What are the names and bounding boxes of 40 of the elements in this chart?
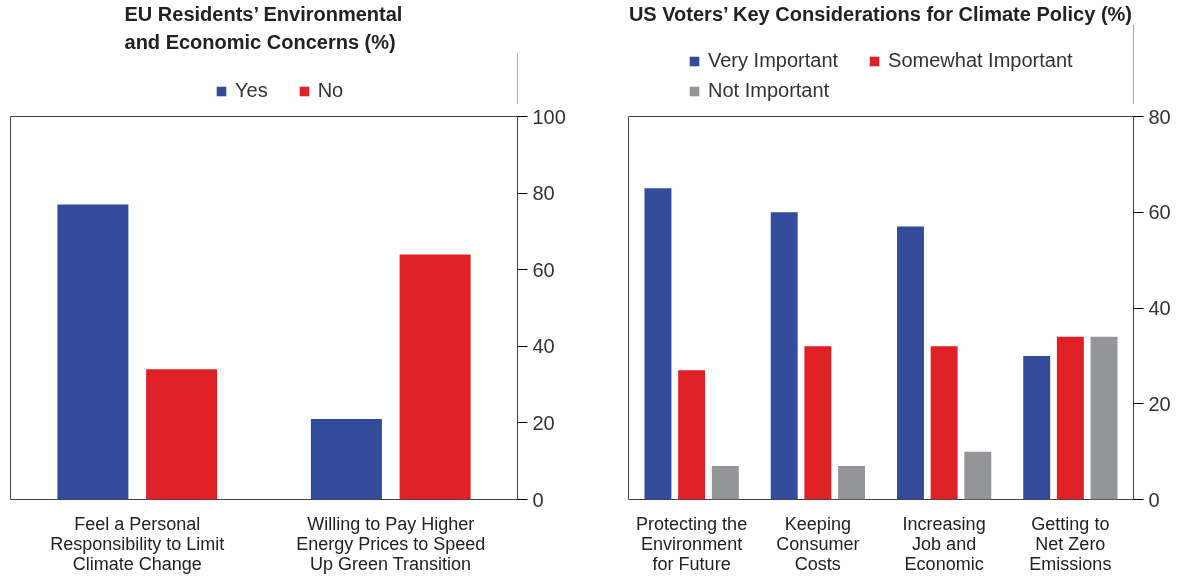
x-tick-label: Feel a Personal Responsibility to Limit Climate Change [50,513,225,574]
bar [838,465,866,500]
y-tick-label: 20 [1148,392,1171,415]
y-tick-label: 40 [1148,297,1171,319]
y-tick-label: 80 [1148,105,1171,128]
bar [146,369,218,500]
legend-label: No [317,79,344,102]
y-tick-label: 20 [532,411,555,434]
y-tick-label: 0 [1148,488,1160,511]
x-tick-label: Protecting the Environment for Future [636,513,748,574]
bar [57,204,129,500]
y-tick-label: 60 [532,258,555,281]
bar [1090,336,1118,500]
x-tick-label: Getting to Net Zero Emissions [1029,513,1112,574]
x-tick-label: Keeping Consumer Costs [776,513,860,574]
bar [964,451,992,500]
bar [644,188,672,500]
bar [678,370,706,500]
bar [1023,355,1051,500]
bar [770,212,798,500]
bar [896,226,924,500]
legend-label: Very Important [708,49,839,72]
y-tick-label: 40 [532,335,555,358]
bar [399,254,471,500]
y-tick-label: 80 [532,182,555,205]
x-tick-label: Increasing Job and Economic [902,513,986,574]
chart-title: EU Residents’ Environmental and Economic Concerns (%) [124,2,403,54]
y-tick-label: 100 [532,105,566,128]
bar [310,419,382,500]
chart-title: US Voters’ Key Considerations for Climate Policy (%) [628,2,1132,25]
x-tick-label: Willing to Pay Higher Energy Prices to Speed Up Green Transition [296,513,486,574]
bar [804,346,832,500]
y-tick-label: 60 [1148,201,1171,224]
y-tick-label: 0 [532,488,544,511]
legend-label: Yes [235,79,268,102]
bar [1056,336,1084,500]
bar [711,465,739,500]
legend-label: Somewhat Important [888,49,1073,72]
bar [930,346,958,500]
legend-label: Not Important [708,79,830,102]
